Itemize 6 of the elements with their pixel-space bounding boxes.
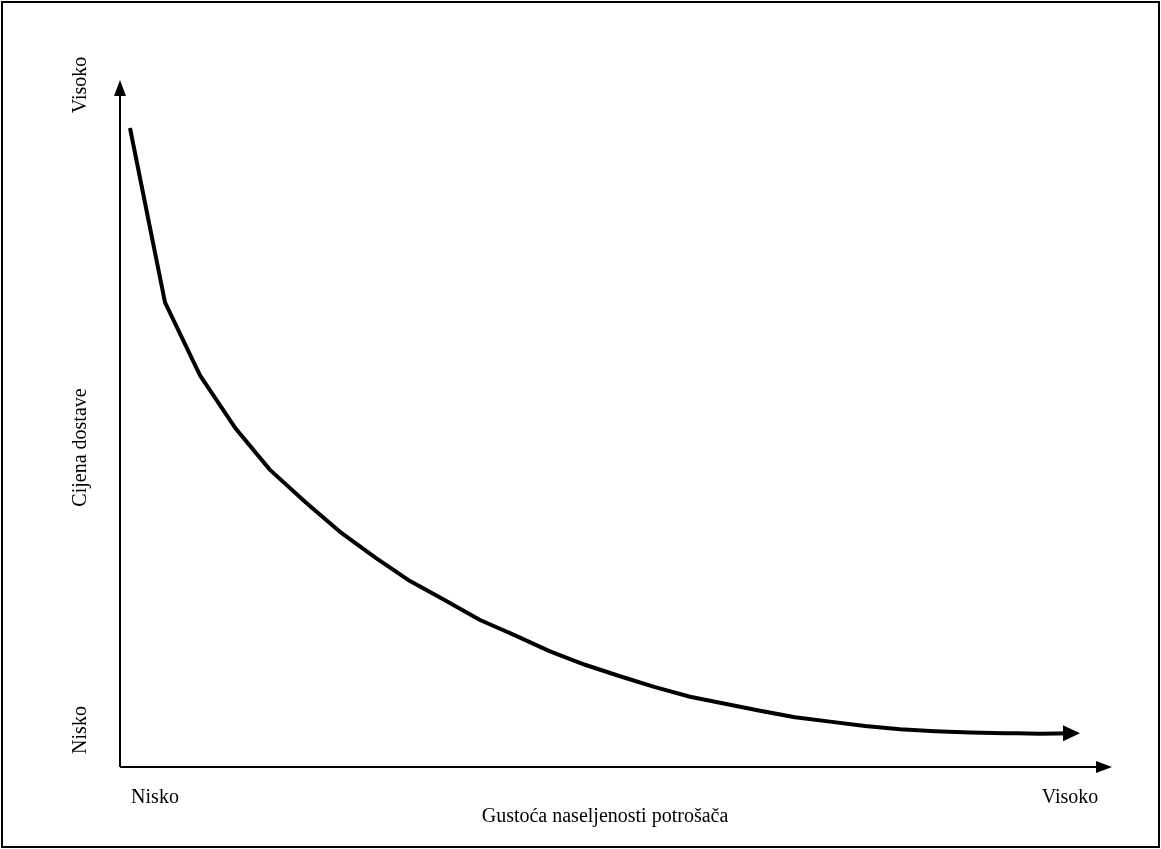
y-axis-title: Cijena dostave [68,388,91,507]
text: Nisko [68,706,90,754]
text: Visoko [1041,785,1099,807]
text: Nisko [131,785,179,807]
text: Visoko [68,56,90,114]
x-axis-title: Gustoća naseljenosti potrošača [481,804,729,827]
